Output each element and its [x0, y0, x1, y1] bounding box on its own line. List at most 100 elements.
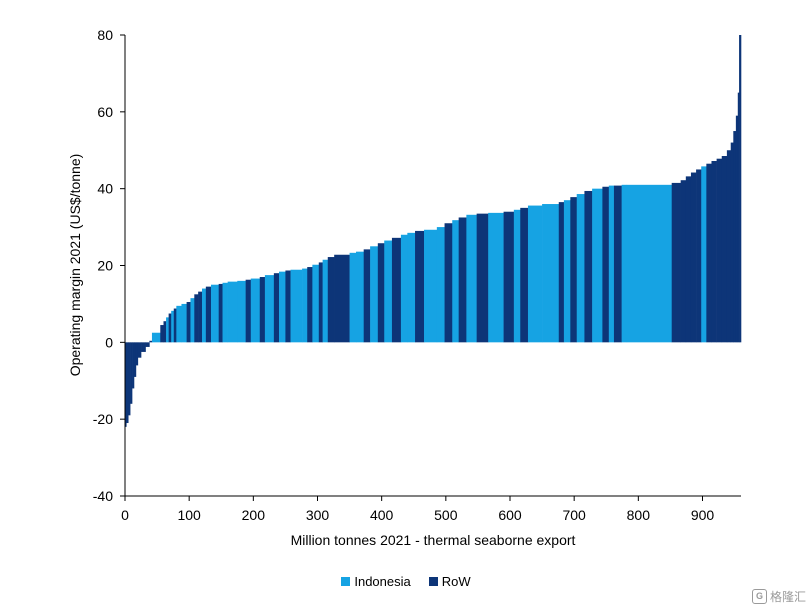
bar-row-5 [133, 342, 137, 377]
bar-row-71 [570, 197, 578, 343]
bar-row-44 [327, 257, 335, 343]
bar-indonesia-14 [166, 317, 169, 343]
bar-row-23 [198, 291, 203, 343]
bar-indonesia-21 [190, 298, 195, 343]
bar-row-33 [259, 277, 266, 343]
bar-indonesia-38 [290, 269, 303, 343]
y-tick-label-0: 0 [105, 334, 113, 350]
bar-row-0 [125, 342, 127, 427]
legend-swatch-indonesia [341, 577, 351, 586]
bar-row-48 [363, 249, 371, 343]
bar-indonesia-72 [576, 194, 585, 343]
bar-row-62 [476, 213, 489, 343]
bar-row-73 [584, 190, 593, 343]
bar-indonesia-26 [210, 284, 219, 343]
legend-label-indonesia: Indonesia [354, 574, 411, 589]
bar-indonesia-68 [542, 204, 560, 343]
bar-indonesia-18 [176, 305, 182, 343]
legend-item-row: RoW [428, 574, 471, 589]
x-tick-label-200: 200 [242, 507, 266, 523]
bar-indonesia-29 [227, 281, 238, 343]
x-tick-label-600: 600 [498, 507, 522, 523]
y-tick-label-60: 60 [97, 104, 113, 120]
bar-indonesia-11 [151, 332, 161, 343]
bar-row-88 [716, 158, 723, 343]
x-tick-label-500: 500 [434, 507, 458, 523]
bar-row-58 [444, 223, 453, 343]
bar-row-13 [163, 321, 167, 343]
bar-row-55 [415, 230, 425, 343]
bar-row-92 [733, 131, 737, 343]
bar-row-35 [273, 273, 280, 343]
bar-indonesia-41 [312, 264, 320, 343]
bar-indonesia-63 [488, 212, 504, 343]
bar-indonesia-43 [322, 259, 329, 343]
legend-swatch-row [428, 577, 438, 586]
legend: Indonesia RoW [0, 574, 812, 589]
x-axis-label: Million tonnes 2021 - thermal seaborne e… [291, 532, 576, 548]
bar-indonesia-53 [400, 234, 408, 343]
bar-row-77 [613, 185, 622, 343]
bar-indonesia-76 [608, 185, 615, 343]
bar-indonesia-47 [356, 251, 364, 343]
bar-row-27 [218, 283, 223, 343]
bar-indonesia-78 [621, 184, 628, 343]
x-tick-label-300: 300 [306, 507, 330, 523]
bar-indonesia-85 [701, 166, 707, 343]
bar-indonesia-59 [452, 220, 459, 343]
y-tick-label-40: 40 [97, 181, 113, 197]
bar-row-80 [671, 182, 681, 343]
bar-row-91 [730, 142, 734, 343]
bar-row-31 [245, 279, 252, 343]
bar-indonesia-79 [626, 184, 672, 343]
bar-indonesia-30 [237, 280, 246, 343]
bar-row-90 [726, 150, 732, 343]
bar-row-86 [706, 163, 712, 343]
bars-layer [125, 35, 742, 427]
x-tick-label-900: 900 [691, 507, 715, 523]
bar-indonesia-32 [250, 278, 261, 343]
bar-indonesia-46 [349, 252, 357, 343]
bar-row-37 [285, 270, 291, 343]
x-tick-label-100: 100 [177, 507, 201, 523]
y-tick-label--20: -20 [93, 411, 113, 427]
bar-row-64 [503, 211, 515, 343]
bar-row-6 [135, 342, 139, 366]
bar-row-60 [458, 217, 467, 343]
bar-row-40 [307, 267, 313, 343]
bar-row-89 [721, 156, 728, 343]
x-tick-label-0: 0 [121, 507, 129, 523]
legend-item-indonesia: Indonesia [341, 574, 411, 589]
bar-row-81 [680, 180, 687, 343]
watermark-text: 格隆汇 [769, 590, 806, 604]
bar-indonesia-74 [592, 188, 603, 343]
bar-row-10 [149, 340, 153, 343]
bar-row-75 [602, 186, 610, 343]
bar-row-84 [696, 169, 702, 343]
x-tick-label-800: 800 [627, 507, 651, 523]
bar-row-42 [318, 262, 323, 343]
bar-indonesia-24 [202, 288, 207, 343]
y-tick-label--40: -40 [93, 488, 113, 504]
bar-row-95 [739, 35, 742, 343]
bar-row-1 [126, 342, 129, 424]
bar-row-50 [377, 243, 385, 343]
bar-indonesia-49 [370, 246, 379, 343]
bar-row-8 [141, 342, 146, 352]
bar-row-20 [186, 301, 191, 343]
bar-indonesia-19 [181, 303, 187, 343]
bar-indonesia-34 [264, 275, 275, 343]
bar-indonesia-65 [513, 209, 521, 343]
y-tick-label-80: 80 [97, 27, 113, 43]
bar-indonesia-67 [527, 205, 543, 343]
watermark-logo-icon: G [751, 589, 767, 604]
bar-indonesia-16 [171, 310, 175, 343]
bar-indonesia-70 [563, 200, 571, 343]
bar-row-2 [128, 342, 131, 416]
bar-row-69 [558, 202, 565, 343]
bar-row-25 [205, 286, 212, 343]
bar-indonesia-28 [222, 282, 228, 343]
y-axis-label: Operating margin 2021 (US$/tonne) [67, 154, 83, 377]
